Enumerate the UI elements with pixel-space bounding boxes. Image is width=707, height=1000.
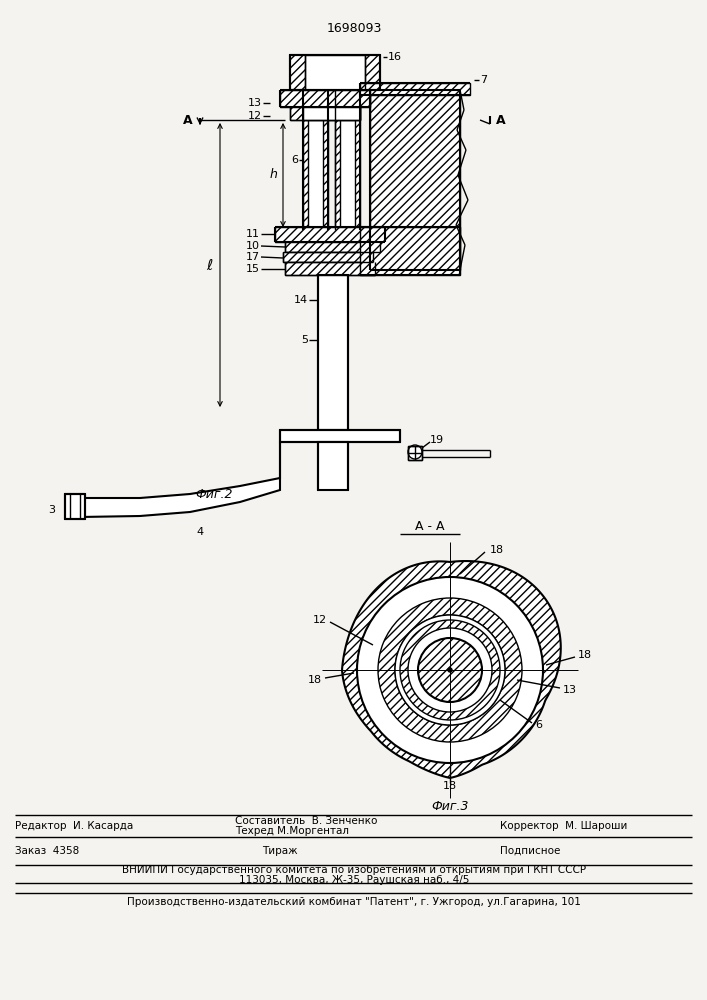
- Wedge shape: [400, 620, 500, 720]
- Bar: [303, 90, 328, 230]
- Text: Подписное: Подписное: [500, 846, 561, 856]
- Text: 18: 18: [308, 675, 322, 685]
- Text: Техред М.Моргентал: Техред М.Моргентал: [235, 826, 349, 836]
- Bar: [65, 494, 85, 519]
- Text: 11: 11: [246, 229, 260, 239]
- Text: 7: 7: [480, 75, 487, 85]
- Text: Редактор  И. Касарда: Редактор И. Касарда: [15, 821, 133, 831]
- Bar: [318, 442, 348, 490]
- Text: А - А: А - А: [415, 520, 445, 534]
- Bar: [285, 262, 375, 275]
- Bar: [305, 55, 365, 90]
- Bar: [335, 90, 360, 230]
- Bar: [275, 227, 385, 242]
- Text: ℓ: ℓ: [206, 257, 212, 272]
- Text: 19: 19: [430, 435, 444, 445]
- Text: 3: 3: [48, 505, 55, 515]
- Circle shape: [448, 668, 452, 672]
- Polygon shape: [80, 442, 280, 517]
- Text: 13: 13: [248, 98, 262, 108]
- Text: 5: 5: [301, 335, 308, 345]
- Bar: [280, 90, 370, 107]
- Bar: [280, 430, 400, 442]
- Text: ВНИИПИ Государственного комитета по изобретениям и открытиям при ГКНТ СССР: ВНИИПИ Государственного комитета по изоб…: [122, 865, 586, 875]
- Bar: [408, 446, 422, 460]
- Circle shape: [395, 615, 505, 725]
- Text: 6: 6: [535, 720, 542, 730]
- Text: 18: 18: [490, 545, 504, 555]
- Text: 18: 18: [578, 650, 592, 660]
- Text: A: A: [183, 113, 193, 126]
- Text: Фиг.2: Фиг.2: [195, 488, 233, 500]
- Circle shape: [418, 638, 482, 702]
- Bar: [303, 107, 360, 120]
- Text: 14: 14: [294, 295, 308, 305]
- Text: Корректор  М. Шароши: Корректор М. Шароши: [500, 821, 627, 831]
- Text: Фиг.3: Фиг.3: [431, 800, 469, 812]
- Text: Заказ  4358: Заказ 4358: [15, 846, 79, 856]
- Text: 12: 12: [248, 111, 262, 121]
- Text: h: h: [269, 168, 277, 182]
- Wedge shape: [378, 598, 522, 742]
- Text: Тираж: Тираж: [262, 846, 298, 856]
- Bar: [285, 242, 380, 252]
- Text: 15: 15: [246, 264, 260, 274]
- Bar: [290, 107, 360, 120]
- Bar: [360, 227, 460, 275]
- Text: Составитель  В. Зенченко: Составитель В. Зенченко: [235, 816, 378, 826]
- Text: 4: 4: [197, 527, 204, 537]
- Bar: [290, 55, 380, 90]
- Text: 6: 6: [291, 155, 298, 165]
- Text: 113035, Москва, Ж-35, Раушская наб., 4/5: 113035, Москва, Ж-35, Раушская наб., 4/5: [239, 875, 469, 885]
- Polygon shape: [342, 561, 561, 778]
- Text: 18: 18: [443, 781, 457, 791]
- Bar: [360, 83, 470, 95]
- Text: 10: 10: [246, 241, 260, 251]
- Circle shape: [357, 577, 543, 763]
- Bar: [283, 252, 373, 262]
- Bar: [340, 90, 355, 230]
- Text: 12: 12: [313, 615, 327, 625]
- Bar: [370, 90, 460, 270]
- Text: Производственно-издательский комбинат "Патент", г. Ужгород, ул.Гагарина, 101: Производственно-издательский комбинат "П…: [127, 897, 581, 907]
- Bar: [318, 275, 348, 430]
- Text: A: A: [496, 113, 506, 126]
- Bar: [308, 90, 323, 230]
- Text: 1698093: 1698093: [327, 21, 382, 34]
- Text: 17: 17: [246, 252, 260, 262]
- Text: 16: 16: [388, 52, 402, 62]
- Text: 13: 13: [563, 685, 577, 695]
